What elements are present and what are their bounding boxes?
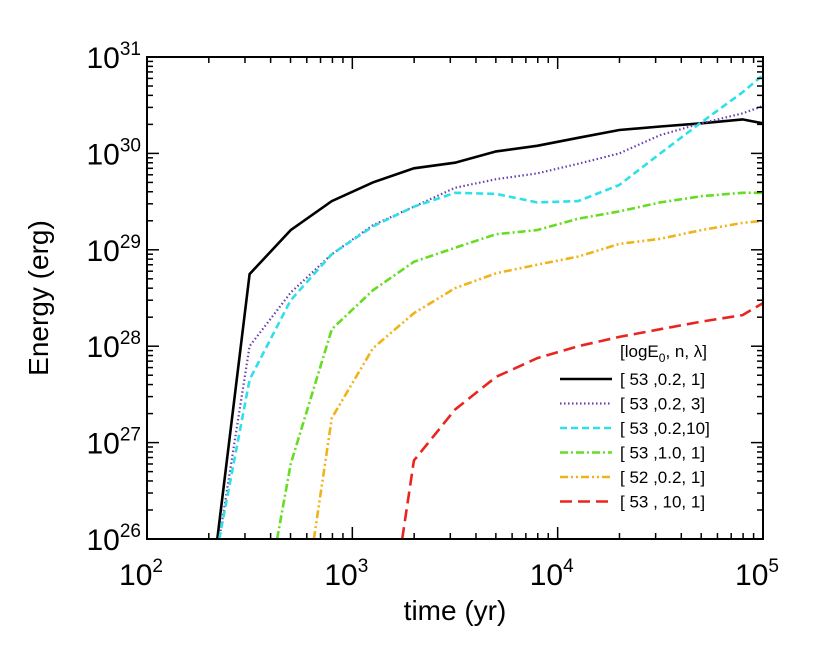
series-line-4 bbox=[275, 191, 763, 539]
series-line-2 bbox=[218, 104, 763, 539]
series-layer bbox=[216, 74, 763, 539]
y-tick-label: 1029 bbox=[86, 232, 141, 268]
series-line-5 bbox=[312, 219, 763, 539]
x-tick-label: 105 bbox=[735, 556, 779, 592]
x-axis-label: time (yr) bbox=[404, 595, 507, 626]
legend-label-2: [ 53 ,0.2, 3] bbox=[620, 395, 705, 414]
y-tick-label: 1028 bbox=[86, 328, 141, 364]
y-axis-label: Energy (erg) bbox=[23, 220, 54, 376]
legend-label-5: [ 52 ,0.2, 1] bbox=[620, 468, 705, 487]
x-tick-label: 103 bbox=[324, 556, 368, 592]
x-tick-label: 102 bbox=[119, 556, 163, 592]
series-line-3 bbox=[218, 74, 763, 539]
series-line-1 bbox=[216, 118, 763, 539]
series-line-6 bbox=[400, 301, 763, 539]
legend-label-4: [ 53 ,1.0, 1] bbox=[620, 444, 705, 463]
legend-label-3: [ 53 ,0.2,10] bbox=[620, 419, 710, 438]
y-tick-label: 1026 bbox=[86, 521, 141, 557]
y-tick-label: 1027 bbox=[86, 425, 141, 461]
x-tick-label: 104 bbox=[530, 556, 574, 592]
legend: [logE0, n, λ] [ 53 ,0.2, 1] [ 53 ,0.2, 3]… bbox=[560, 342, 710, 512]
y-tick-label: 1030 bbox=[86, 135, 141, 171]
ticks-layer bbox=[146, 57, 763, 540]
plot-frame bbox=[146, 56, 764, 540]
y-tick-label: 1031 bbox=[86, 39, 141, 75]
legend-label-6: [ 53 , 10, 1] bbox=[620, 493, 705, 512]
legend-title: [logE0, n, λ] bbox=[620, 342, 707, 365]
tick-labels: 102 103 104 105 1026 1027 1028 1029 1030 1031 bbox=[86, 39, 778, 592]
legend-label-1: [ 53 ,0.2, 1] bbox=[620, 370, 705, 389]
